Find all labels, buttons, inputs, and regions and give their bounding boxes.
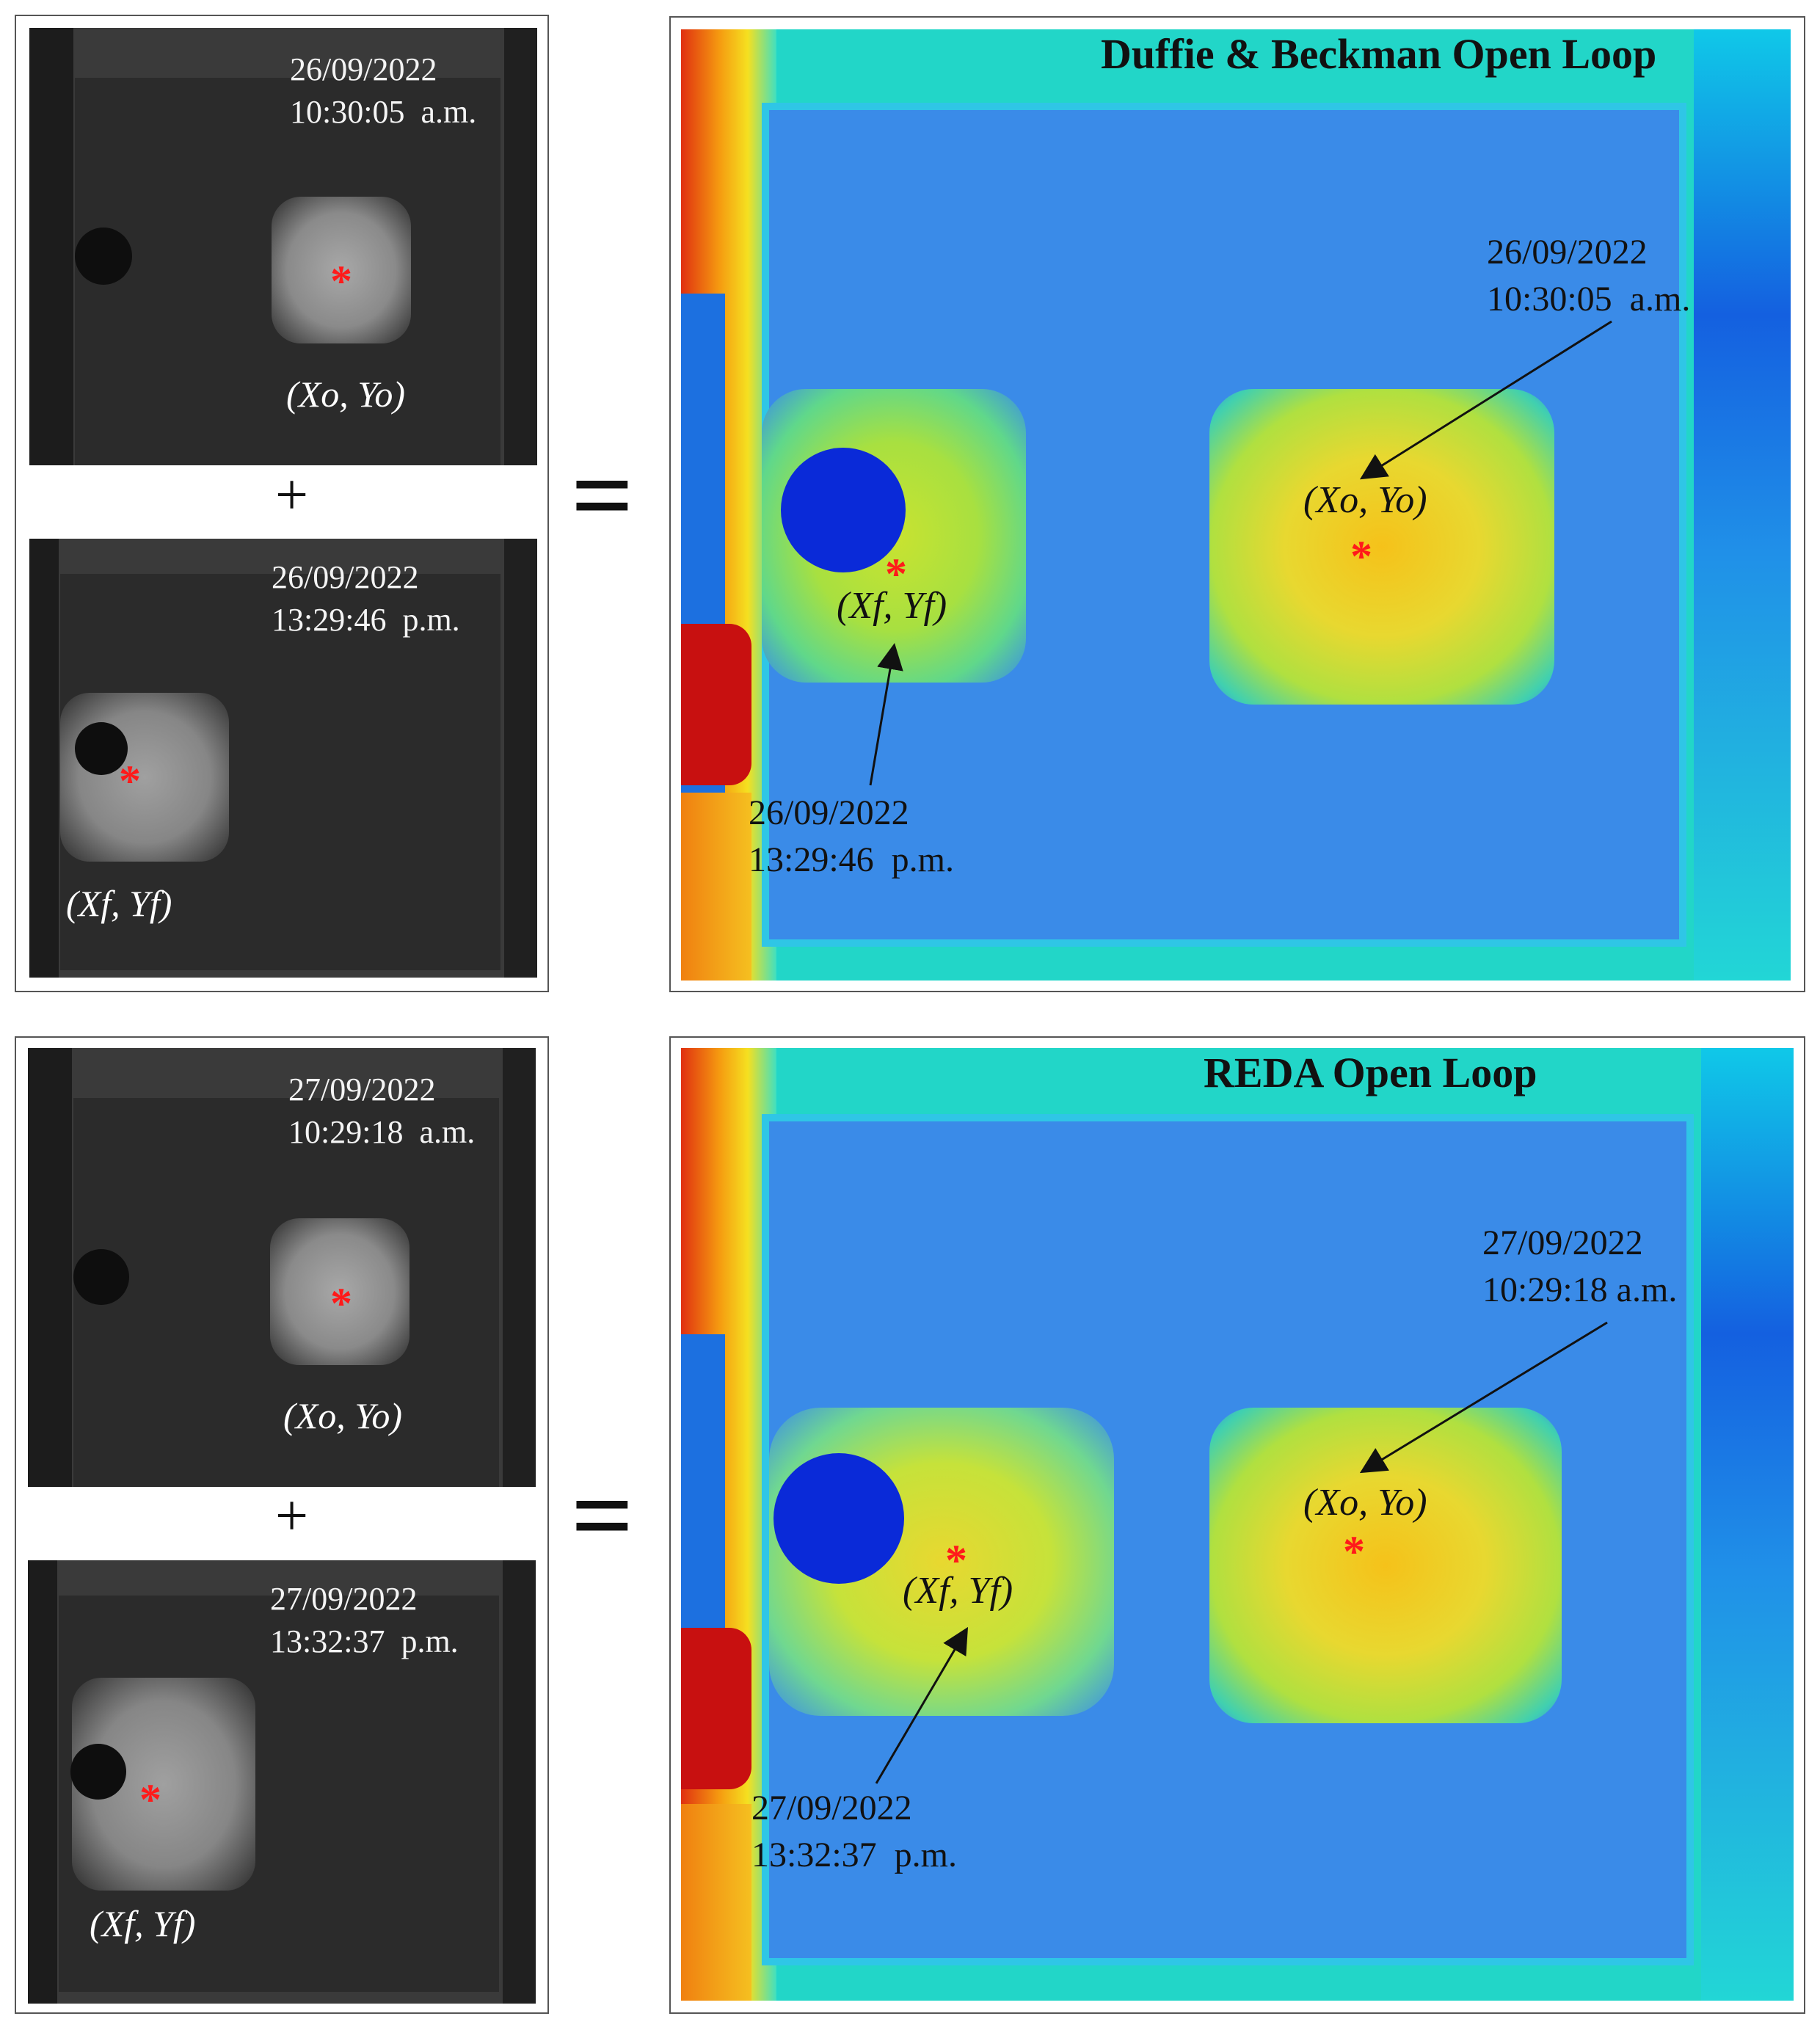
heat-spot [272, 197, 411, 343]
annotation-arrows [869, 320, 1612, 786]
open-coordinate-label: (Xo, Yo) [1303, 1482, 1427, 1524]
asterisk-marker-icon: * [1350, 532, 1372, 581]
asterisk-marker-icon: * [139, 1775, 161, 1824]
open-coordinate-label: (Xo, Yo) [1303, 479, 1427, 521]
open-timestamp: 27/09/2022 10:29:18 a.m. [1482, 1223, 1678, 1309]
open-timestamp: 26/09/2022 10:30:05 a.m. [1487, 233, 1691, 319]
heat-spot [270, 1218, 410, 1365]
heat-spot-open [1209, 389, 1554, 705]
asterisk-marker-icon: * [119, 757, 141, 805]
annotation-arrows [875, 1321, 1608, 1784]
bottom-thermal-image-open: 27/09/2022 10:29:18 a.m. * (Xo, Yo) [28, 1048, 536, 1487]
timestamp: 26/09/2022 13:29:46 p.m. [272, 559, 460, 638]
plus-sign: + [275, 463, 309, 528]
final-coordinate-label: (Xf, Yf) [66, 883, 172, 924]
final-timestamp: 27/09/2022 13:32:37 p.m. [751, 1789, 958, 1874]
top-thermal-image-final: 26/09/2022 13:29:46 p.m. * (Xf, Yf) [29, 539, 537, 978]
bottom-heatmap: REDA Open Loop 27/09/2022 10:29:18 a.m. … [681, 1048, 1794, 2001]
heat-spot [60, 693, 229, 862]
asterisk-marker-icon: * [330, 1279, 352, 1328]
timestamp: 26/09/2022 10:30:05 a.m. [290, 51, 477, 130]
heatmap-title: REDA Open Loop [1204, 1049, 1537, 1096]
final-timestamp: 26/09/2022 13:29:46 p.m. [749, 793, 955, 879]
top-heatmap: Duffie & Beckman Open Loop 26/09/2022 10… [681, 29, 1791, 981]
reference-disc [70, 1744, 126, 1800]
timestamp: 27/09/2022 10:29:18 a.m. [288, 1072, 476, 1150]
top-thermal-image-open: 26/09/2022 10:30:05 a.m. * (Xo, Yo) [29, 28, 537, 465]
reference-disc [774, 1453, 904, 1584]
asterisk-marker-icon: * [330, 257, 352, 305]
heatmap-title: Duffie & Beckman Open Loop [1101, 30, 1657, 78]
final-coordinate-label: (Xf, Yf) [903, 1570, 1013, 1612]
open-coordinate-label: (Xo, Yo) [283, 1395, 403, 1436]
equals-sign: = [571, 434, 634, 556]
reference-disc [73, 1249, 129, 1305]
reference-disc [75, 228, 132, 285]
timestamp: 27/09/2022 13:32:37 p.m. [270, 1581, 459, 1659]
final-coordinate-label: (Xf, Yf) [837, 585, 947, 627]
final-coordinate-label: (Xf, Yf) [90, 1903, 196, 1944]
equals-sign: = [571, 1455, 634, 1576]
bottom-thermal-image-final: 27/09/2022 13:32:37 p.m. * (Xf, Yf) [28, 1560, 536, 2004]
asterisk-marker-icon: * [885, 550, 907, 598]
asterisk-marker-icon: * [945, 1536, 967, 1585]
asterisk-marker-icon: * [1343, 1527, 1365, 1576]
open-coordinate-label: (Xo, Yo) [286, 374, 406, 415]
reference-disc [781, 448, 906, 572]
reference-disc [75, 722, 128, 775]
plus-sign: + [275, 1484, 309, 1549]
